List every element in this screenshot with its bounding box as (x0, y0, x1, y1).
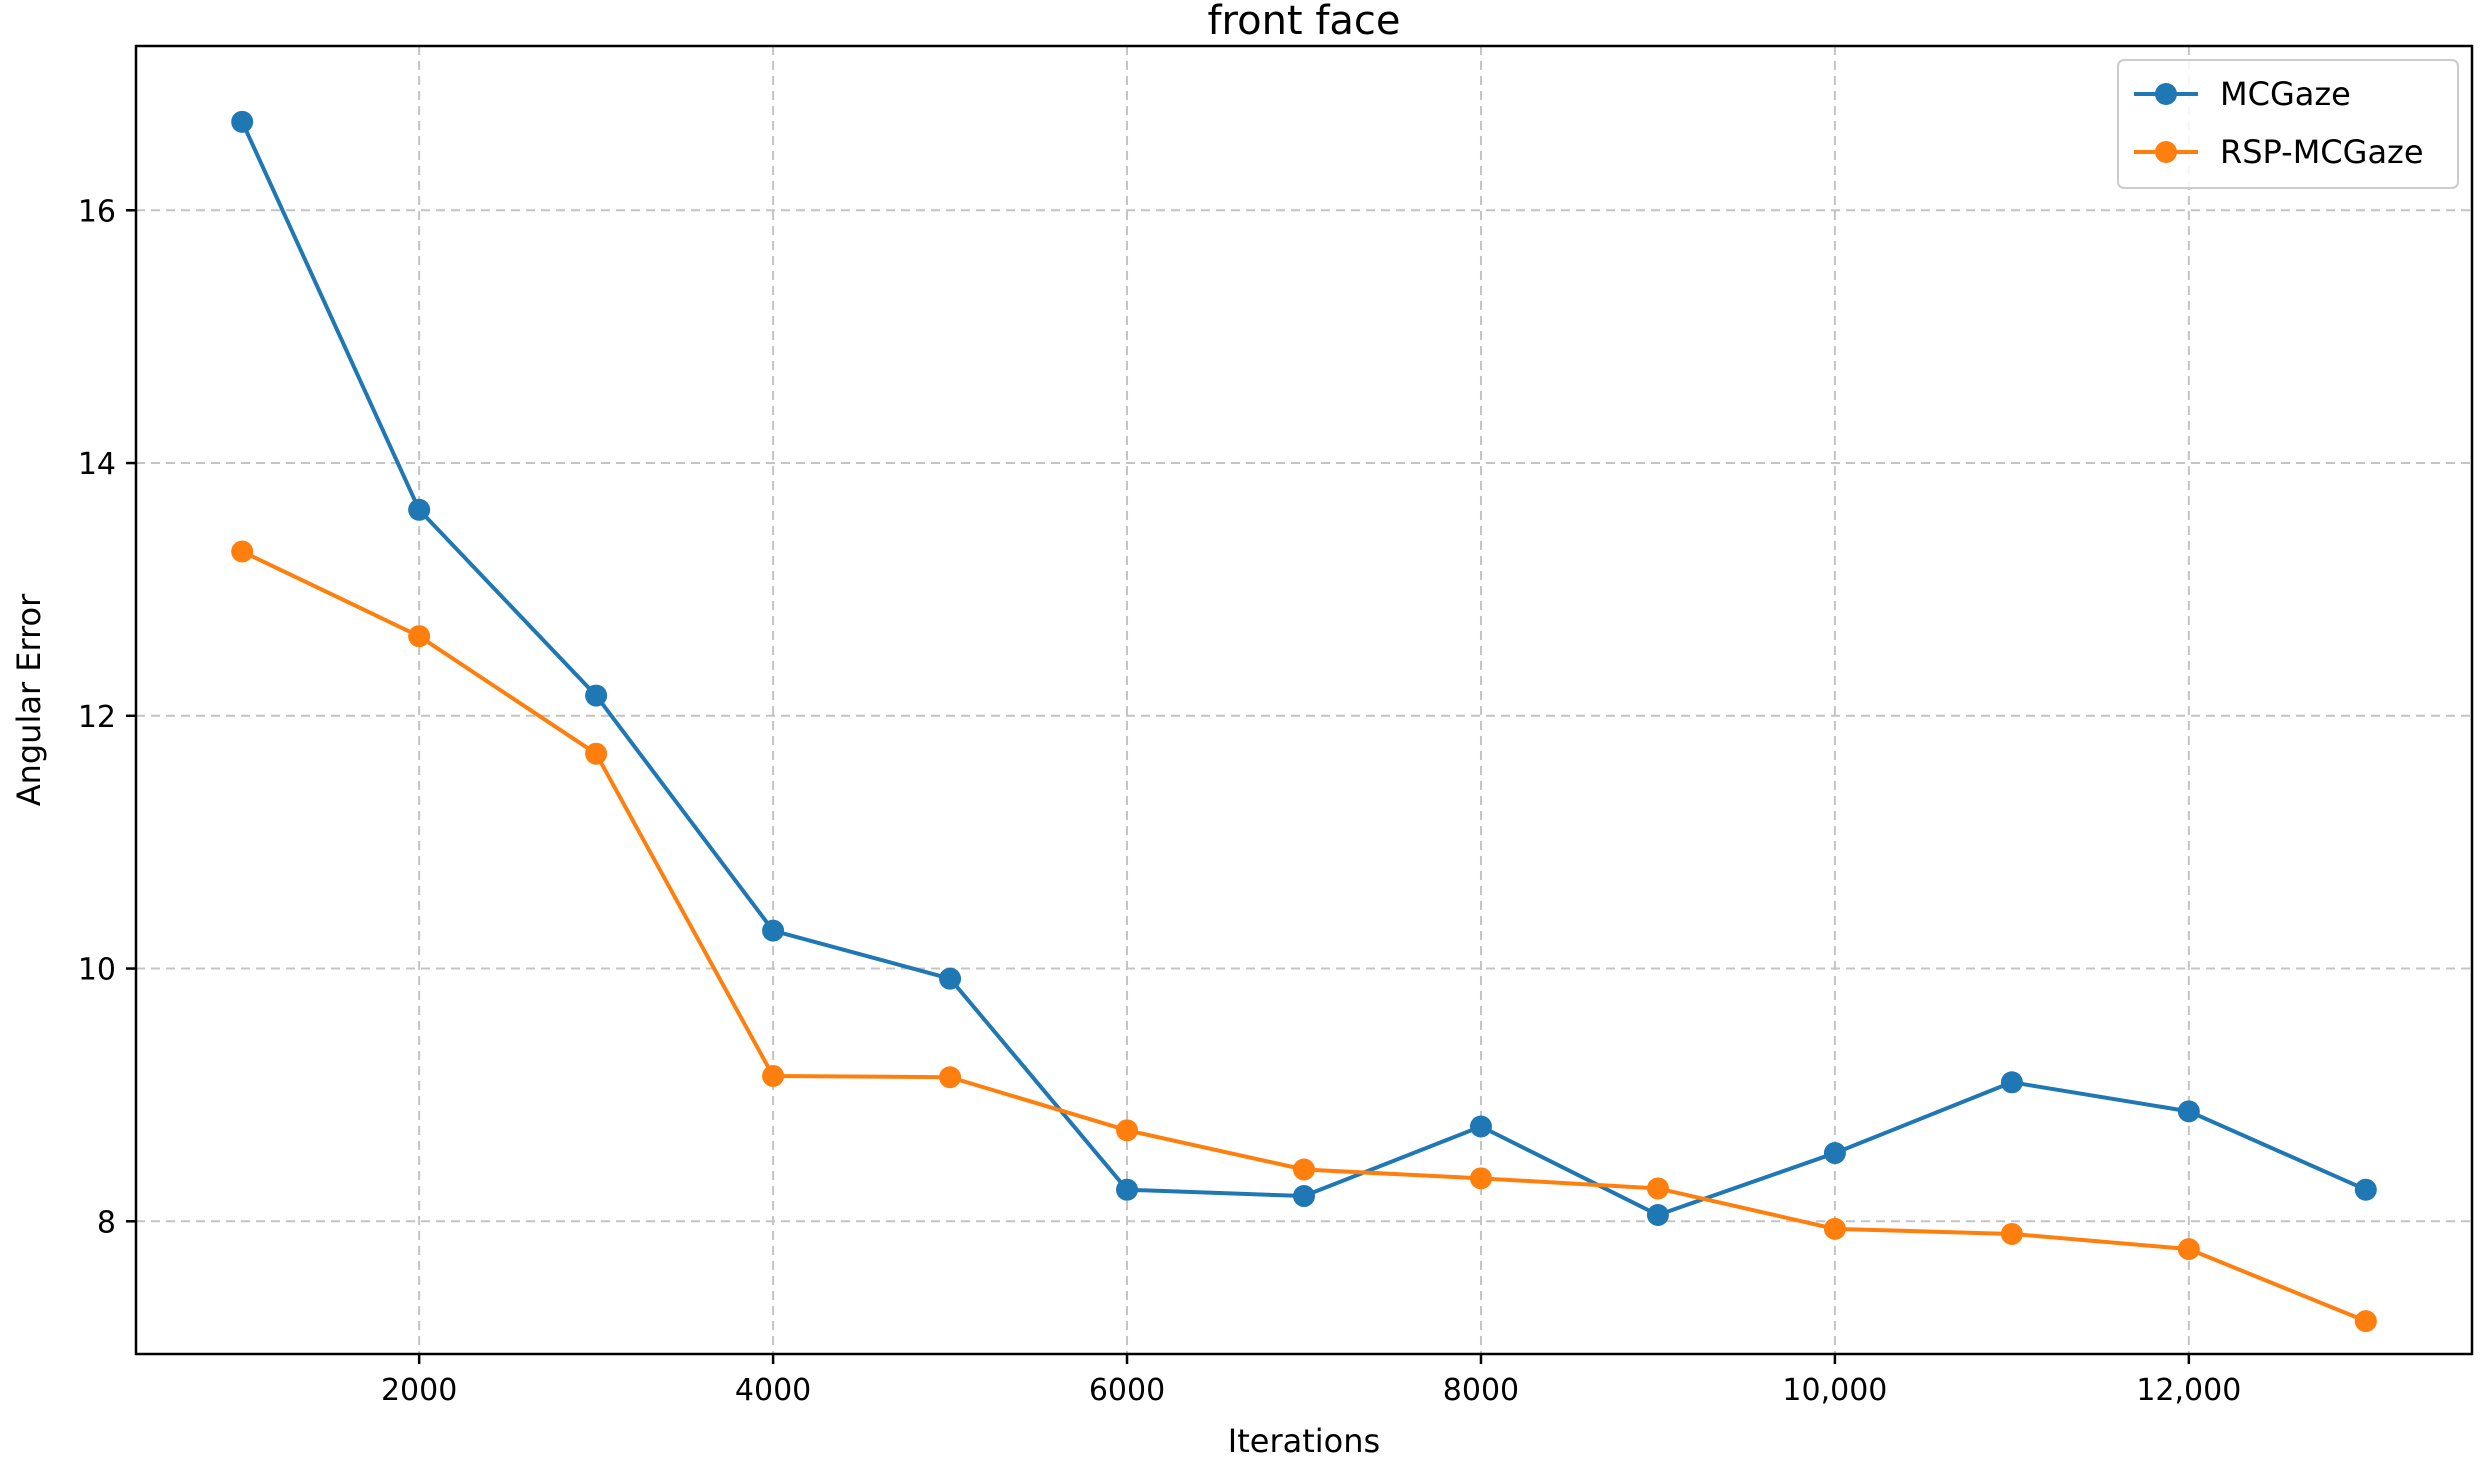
x-tick-label: 10,000 (1782, 1373, 1887, 1408)
legend-swatch-marker (2155, 83, 2177, 105)
data-point (408, 498, 431, 521)
plot-frame (134, 44, 2474, 1356)
data-point (1469, 1115, 1492, 1138)
axis-ticks: 2000 4000 6000 8000 10,000 12,000 8 10 12 14 16 (78, 194, 2242, 1408)
data-point (2177, 1238, 2200, 1261)
legend-swatch-marker (2155, 141, 2177, 163)
data-point (1469, 1167, 1492, 1190)
x-tick-label: 6000 (1089, 1373, 1165, 1408)
legend-item: MCGaze (2134, 75, 2351, 113)
data-point (2000, 1222, 2023, 1245)
grid-lines (136, 46, 2472, 1354)
data-point (1116, 1119, 1139, 1142)
series-rsp-mcgaze (231, 540, 2377, 1333)
y-tick-label: 10 (78, 953, 116, 988)
data-point (2000, 1071, 2023, 1094)
legend: MCGaze RSP-MCGaze (2117, 59, 2459, 189)
data-point (1823, 1217, 1846, 1240)
data-point (2354, 1310, 2377, 1333)
data-point (762, 1064, 785, 1087)
legend-item: RSP-MCGaze (2134, 133, 2424, 171)
y-tick-label: 8 (97, 1205, 116, 1240)
data-point (1293, 1185, 1315, 1208)
legend-label: MCGaze (2220, 75, 2351, 113)
x-tick-label: 12,000 (2136, 1373, 2241, 1408)
data-point (585, 684, 608, 707)
series-layer (231, 110, 2377, 1333)
data-point (2177, 1100, 2200, 1123)
data-point (1823, 1142, 1846, 1165)
x-tick-label: 8000 (1443, 1373, 1519, 1408)
y-tick-label: 14 (78, 447, 116, 482)
chart-title: front face (1207, 0, 1400, 44)
x-tick-label: 4000 (735, 1373, 811, 1408)
y-tick-label: 16 (78, 194, 116, 229)
data-point (1293, 1158, 1315, 1181)
data-point (1646, 1177, 1669, 1200)
data-point (939, 1066, 962, 1089)
series-line (240, 120, 2367, 1217)
x-axis-label: Iterations (1228, 1422, 1380, 1460)
y-tick-label: 12 (78, 700, 116, 735)
data-point (231, 540, 254, 563)
data-point (1116, 1178, 1139, 1201)
data-point (1646, 1203, 1669, 1226)
data-point (231, 110, 254, 133)
data-point (2354, 1178, 2377, 1201)
data-point (762, 919, 785, 942)
legend-label: RSP-MCGaze (2220, 133, 2424, 171)
x-tick-label: 2000 (381, 1373, 457, 1408)
data-point (585, 742, 608, 765)
data-point (939, 967, 962, 990)
data-point (408, 625, 431, 648)
legend-box (2117, 59, 2459, 189)
series-mcgaze (231, 110, 2377, 1226)
y-axis-label: Angular Error (10, 593, 48, 806)
